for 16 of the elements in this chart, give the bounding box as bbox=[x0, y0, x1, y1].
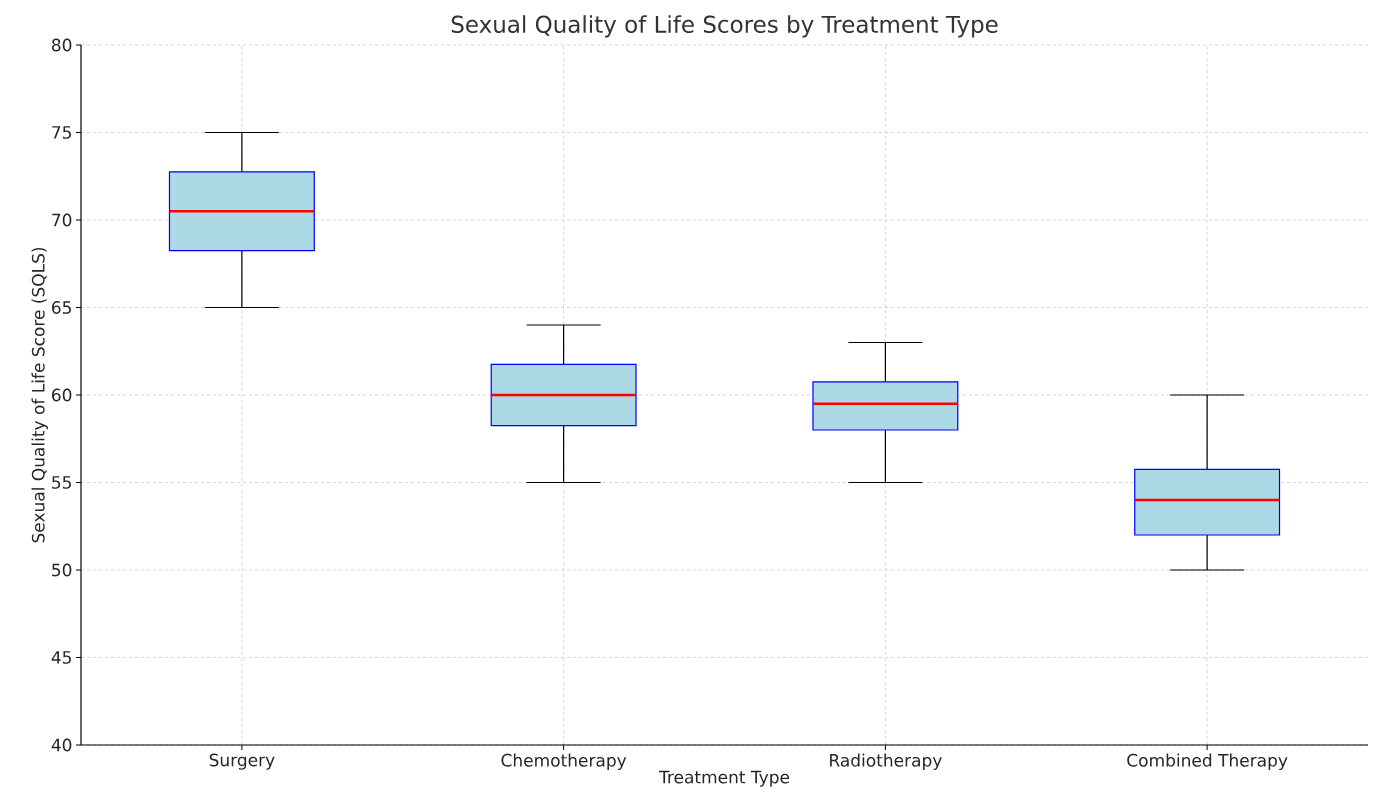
y-axis-title: Sexual Quality of Life Score (SQLS) bbox=[31, 247, 48, 543]
y-tick-label: 55 bbox=[52, 476, 71, 489]
chart-title: Sexual Quality of Life Scores by Treatment Type bbox=[451, 15, 998, 38]
y-tick-label: 70 bbox=[52, 213, 72, 227]
x-tick-label: Surgery bbox=[209, 753, 275, 770]
x-axis-title: Treatment Type bbox=[658, 770, 790, 787]
y-tick-label: 50 bbox=[52, 563, 72, 577]
y-tick-label: 75 bbox=[52, 126, 71, 139]
x-tick-label: Chemotherapy bbox=[501, 753, 627, 770]
y-tick-label: 65 bbox=[52, 301, 71, 314]
x-tick-label: Combined Therapy bbox=[1127, 753, 1288, 770]
y-tick-label: 60 bbox=[52, 388, 72, 402]
x-tick-label: Radiotherapy bbox=[830, 753, 942, 770]
y-tick-label: 40 bbox=[51, 738, 72, 752]
y-tick-label: 45 bbox=[51, 651, 71, 664]
y-tick-label: 80 bbox=[52, 38, 72, 52]
